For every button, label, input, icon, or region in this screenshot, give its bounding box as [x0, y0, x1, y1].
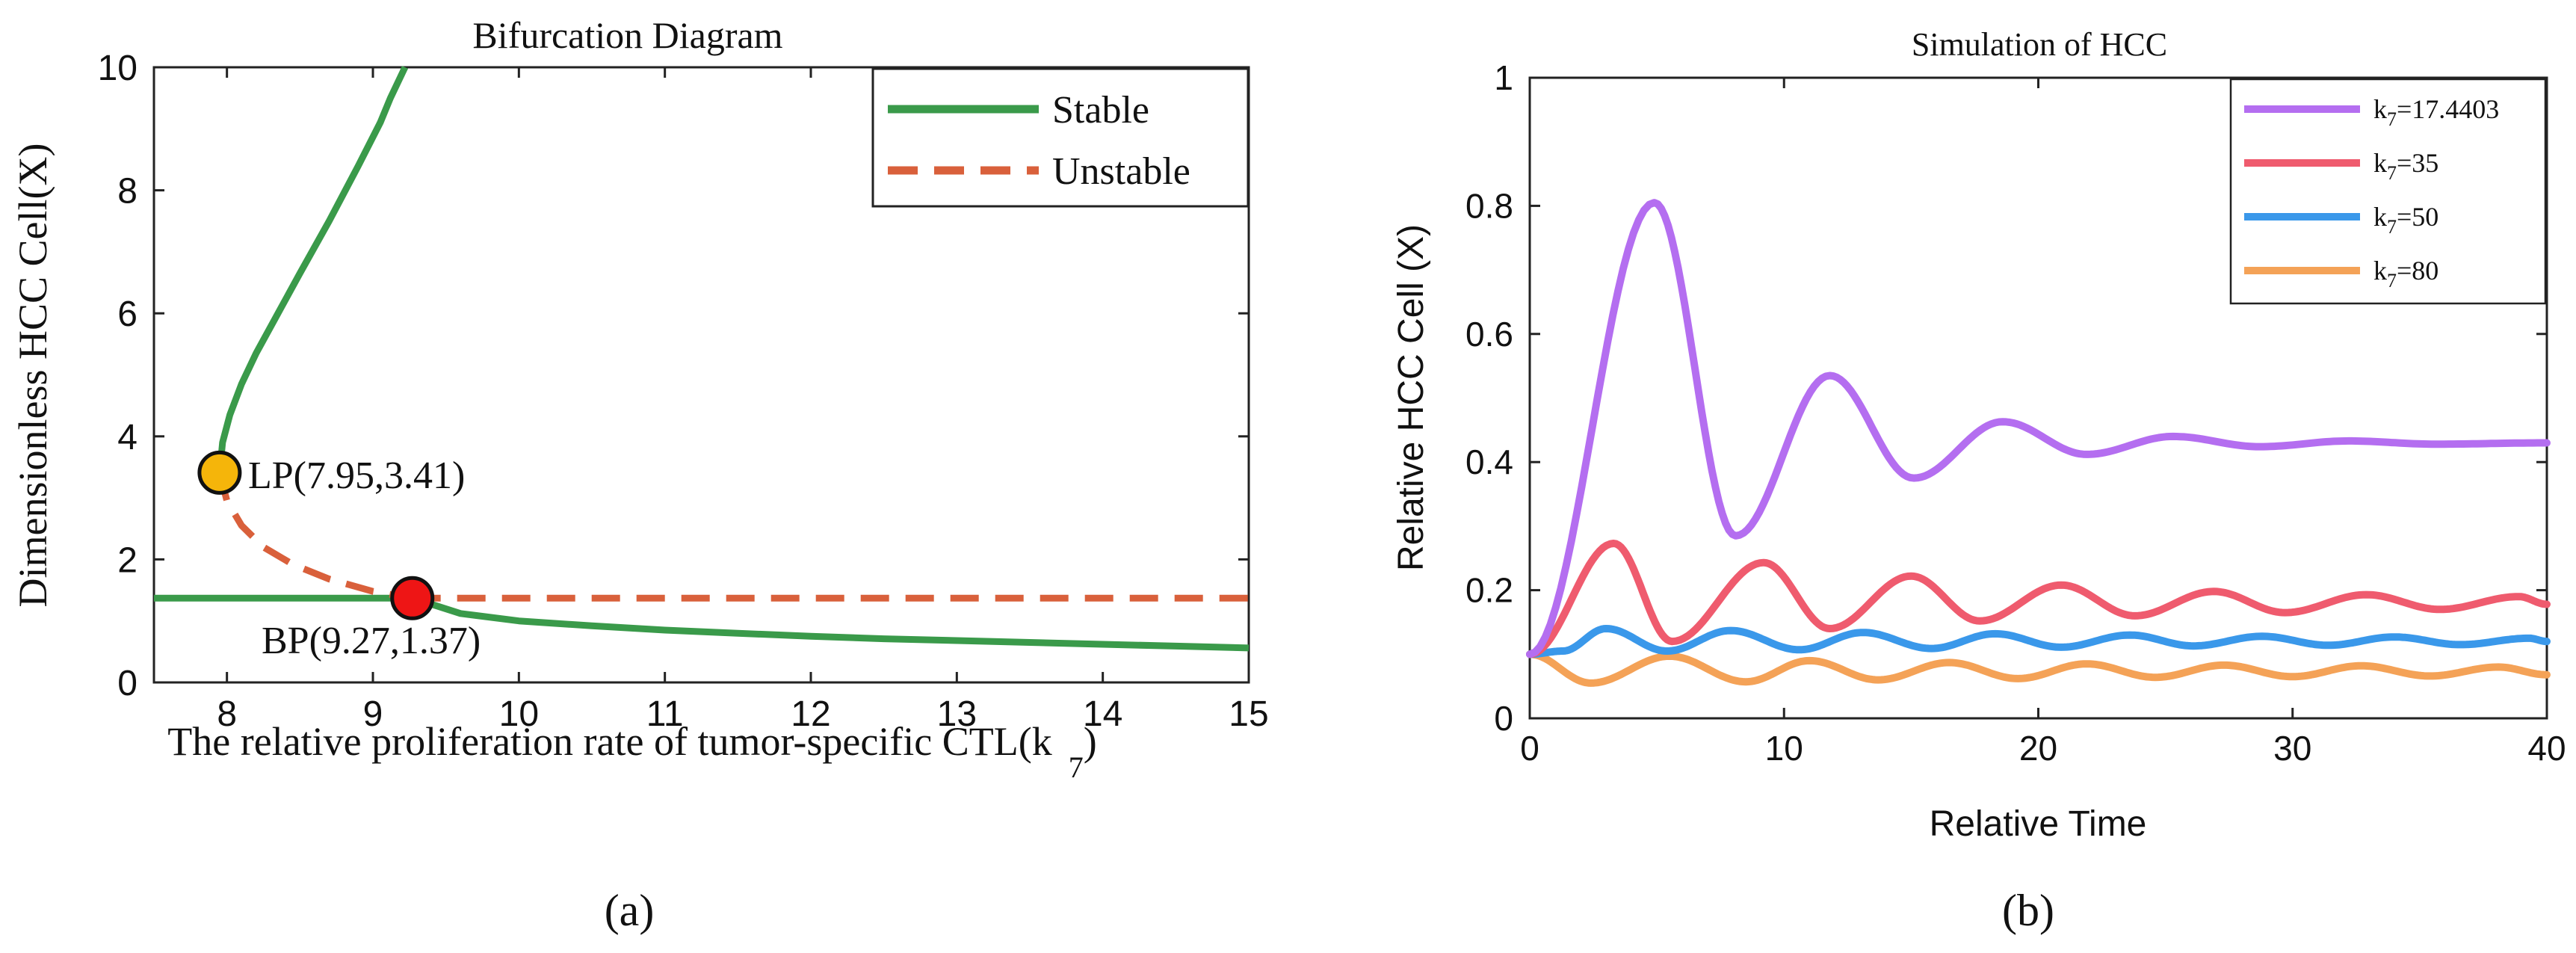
panel-a-title: Bifurcation Diagram	[472, 14, 782, 56]
b-xtick-label: 10	[1765, 729, 1803, 768]
panel-a-curves	[154, 66, 1250, 652]
a-ytick-label: 2	[117, 540, 138, 580]
panel-b-label: (b)	[2002, 886, 2054, 935]
a-xtick-label: 10	[499, 694, 539, 734]
legend-label: k7=80	[2373, 256, 2438, 292]
legend-label: k7=17.4403	[2373, 94, 2499, 130]
lp-point	[197, 450, 242, 495]
legend-label-sub: 7	[2387, 162, 2397, 184]
panel-b: Simulation of HCC 0 10 20 30 40 0 0.2 0.4 0.6 0.8…	[1392, 26, 2566, 935]
series-line-k7-17_4403	[1526, 199, 2551, 659]
panel-a-legend: Stable Unstable	[871, 67, 1250, 208]
panel-b-title: Simulation of HCC	[1912, 26, 2167, 63]
legend-label-sub: 7	[2387, 216, 2397, 238]
a-ytick-label: 0	[117, 664, 138, 703]
stable-branch-0	[216, 66, 409, 473]
legend-label: k7=50	[2373, 202, 2438, 238]
a-xtick-label: 14	[1083, 694, 1122, 734]
panel-a-label: (a)	[605, 886, 655, 935]
a-ytick-label: 8	[117, 172, 138, 212]
panel-b-ticks: 0 10 20 30 40 0 0.2 0.4 0.6 0.8 1	[1465, 58, 2566, 768]
a-xtick-label: 11	[646, 694, 684, 734]
panel-a-xlabel-main: The relative proliferation rate of tumor…	[167, 719, 1051, 764]
legend-label-rest: =50	[2397, 202, 2438, 232]
a-xtick-label: 8	[217, 694, 237, 734]
bp-point	[390, 576, 435, 620]
unstable-branch-3	[216, 472, 413, 602]
panel-a-legend-box	[871, 67, 1250, 208]
legend-label-main: k	[2373, 148, 2387, 178]
panel-a-ticks: 8 9 10 11 12 13 14 15 0 2 4 6 8 10	[98, 49, 1269, 734]
legend-label-rest: =17.4403	[2397, 94, 2499, 124]
a-xtick-label: 15	[1229, 694, 1268, 734]
panel-a-ylabel: Dimensionless HCC Cell(X)	[10, 144, 55, 608]
stable-branch-2	[411, 594, 1250, 652]
a-xtick-label: 13	[937, 694, 977, 734]
b-xtick-label: 40	[2527, 729, 2566, 768]
b-xtick-label: 0	[1520, 729, 1539, 768]
a-xtick-label: 12	[791, 694, 830, 734]
b-ytick-label: 0	[1494, 699, 1513, 738]
panel-a-xlabel-close: )	[1084, 719, 1097, 764]
a-ytick-label: 6	[117, 294, 138, 334]
panel-b-xlabel: Relative Time	[1930, 804, 2147, 844]
series-line-k7-80	[1526, 650, 2551, 687]
legend-label-main: k	[2373, 256, 2387, 286]
panel-b-curves	[1526, 199, 2551, 687]
legend-stable-label: Stable	[1052, 89, 1149, 132]
panel-b-legend-box	[2229, 78, 2547, 305]
b-xtick-label: 20	[2019, 729, 2057, 768]
a-ytick-label: 4	[117, 418, 138, 457]
a-xtick-label: 9	[363, 694, 383, 734]
b-ytick-label: 0.8	[1465, 186, 1513, 225]
legend-label-main: k	[2373, 94, 2387, 124]
legend-unstable-label: Unstable	[1052, 150, 1190, 193]
legend-label-sub: 7	[2387, 270, 2397, 292]
b-ytick-label: 1	[1494, 58, 1513, 97]
b-ytick-label: 0.6	[1465, 315, 1513, 354]
bp-label: BP(9.27,1.37)	[262, 620, 481, 662]
legend-label-main: k	[2373, 202, 2387, 232]
series-line-k7-50	[1526, 625, 2551, 659]
b-xtick-label: 30	[2273, 729, 2311, 768]
legend-label: k7=35	[2373, 148, 2438, 184]
series-line-k7-35	[1526, 540, 2551, 659]
b-ytick-label: 0.2	[1465, 571, 1513, 610]
a-ytick-label: 10	[98, 49, 138, 88]
panel-a-xlabel: The relative proliferation rate of tumor…	[167, 719, 1096, 784]
legend-label-rest: =80	[2397, 256, 2438, 286]
panel-b-ylabel: Relative HCC Cell (X)	[1392, 224, 1431, 571]
legend-label-sub: 7	[2387, 108, 2397, 130]
panel-a-xlabel-sub: 7	[1069, 750, 1084, 784]
lp-label: LP(7.95,3.41)	[248, 454, 465, 497]
panel-a: Bifurcation Diagram 8 9 10 11 12 13 14 15 0 2 4 6 8 1…	[10, 14, 1269, 935]
b-ytick-label: 0.4	[1465, 442, 1513, 481]
legend-label-rest: =35	[2397, 148, 2438, 178]
